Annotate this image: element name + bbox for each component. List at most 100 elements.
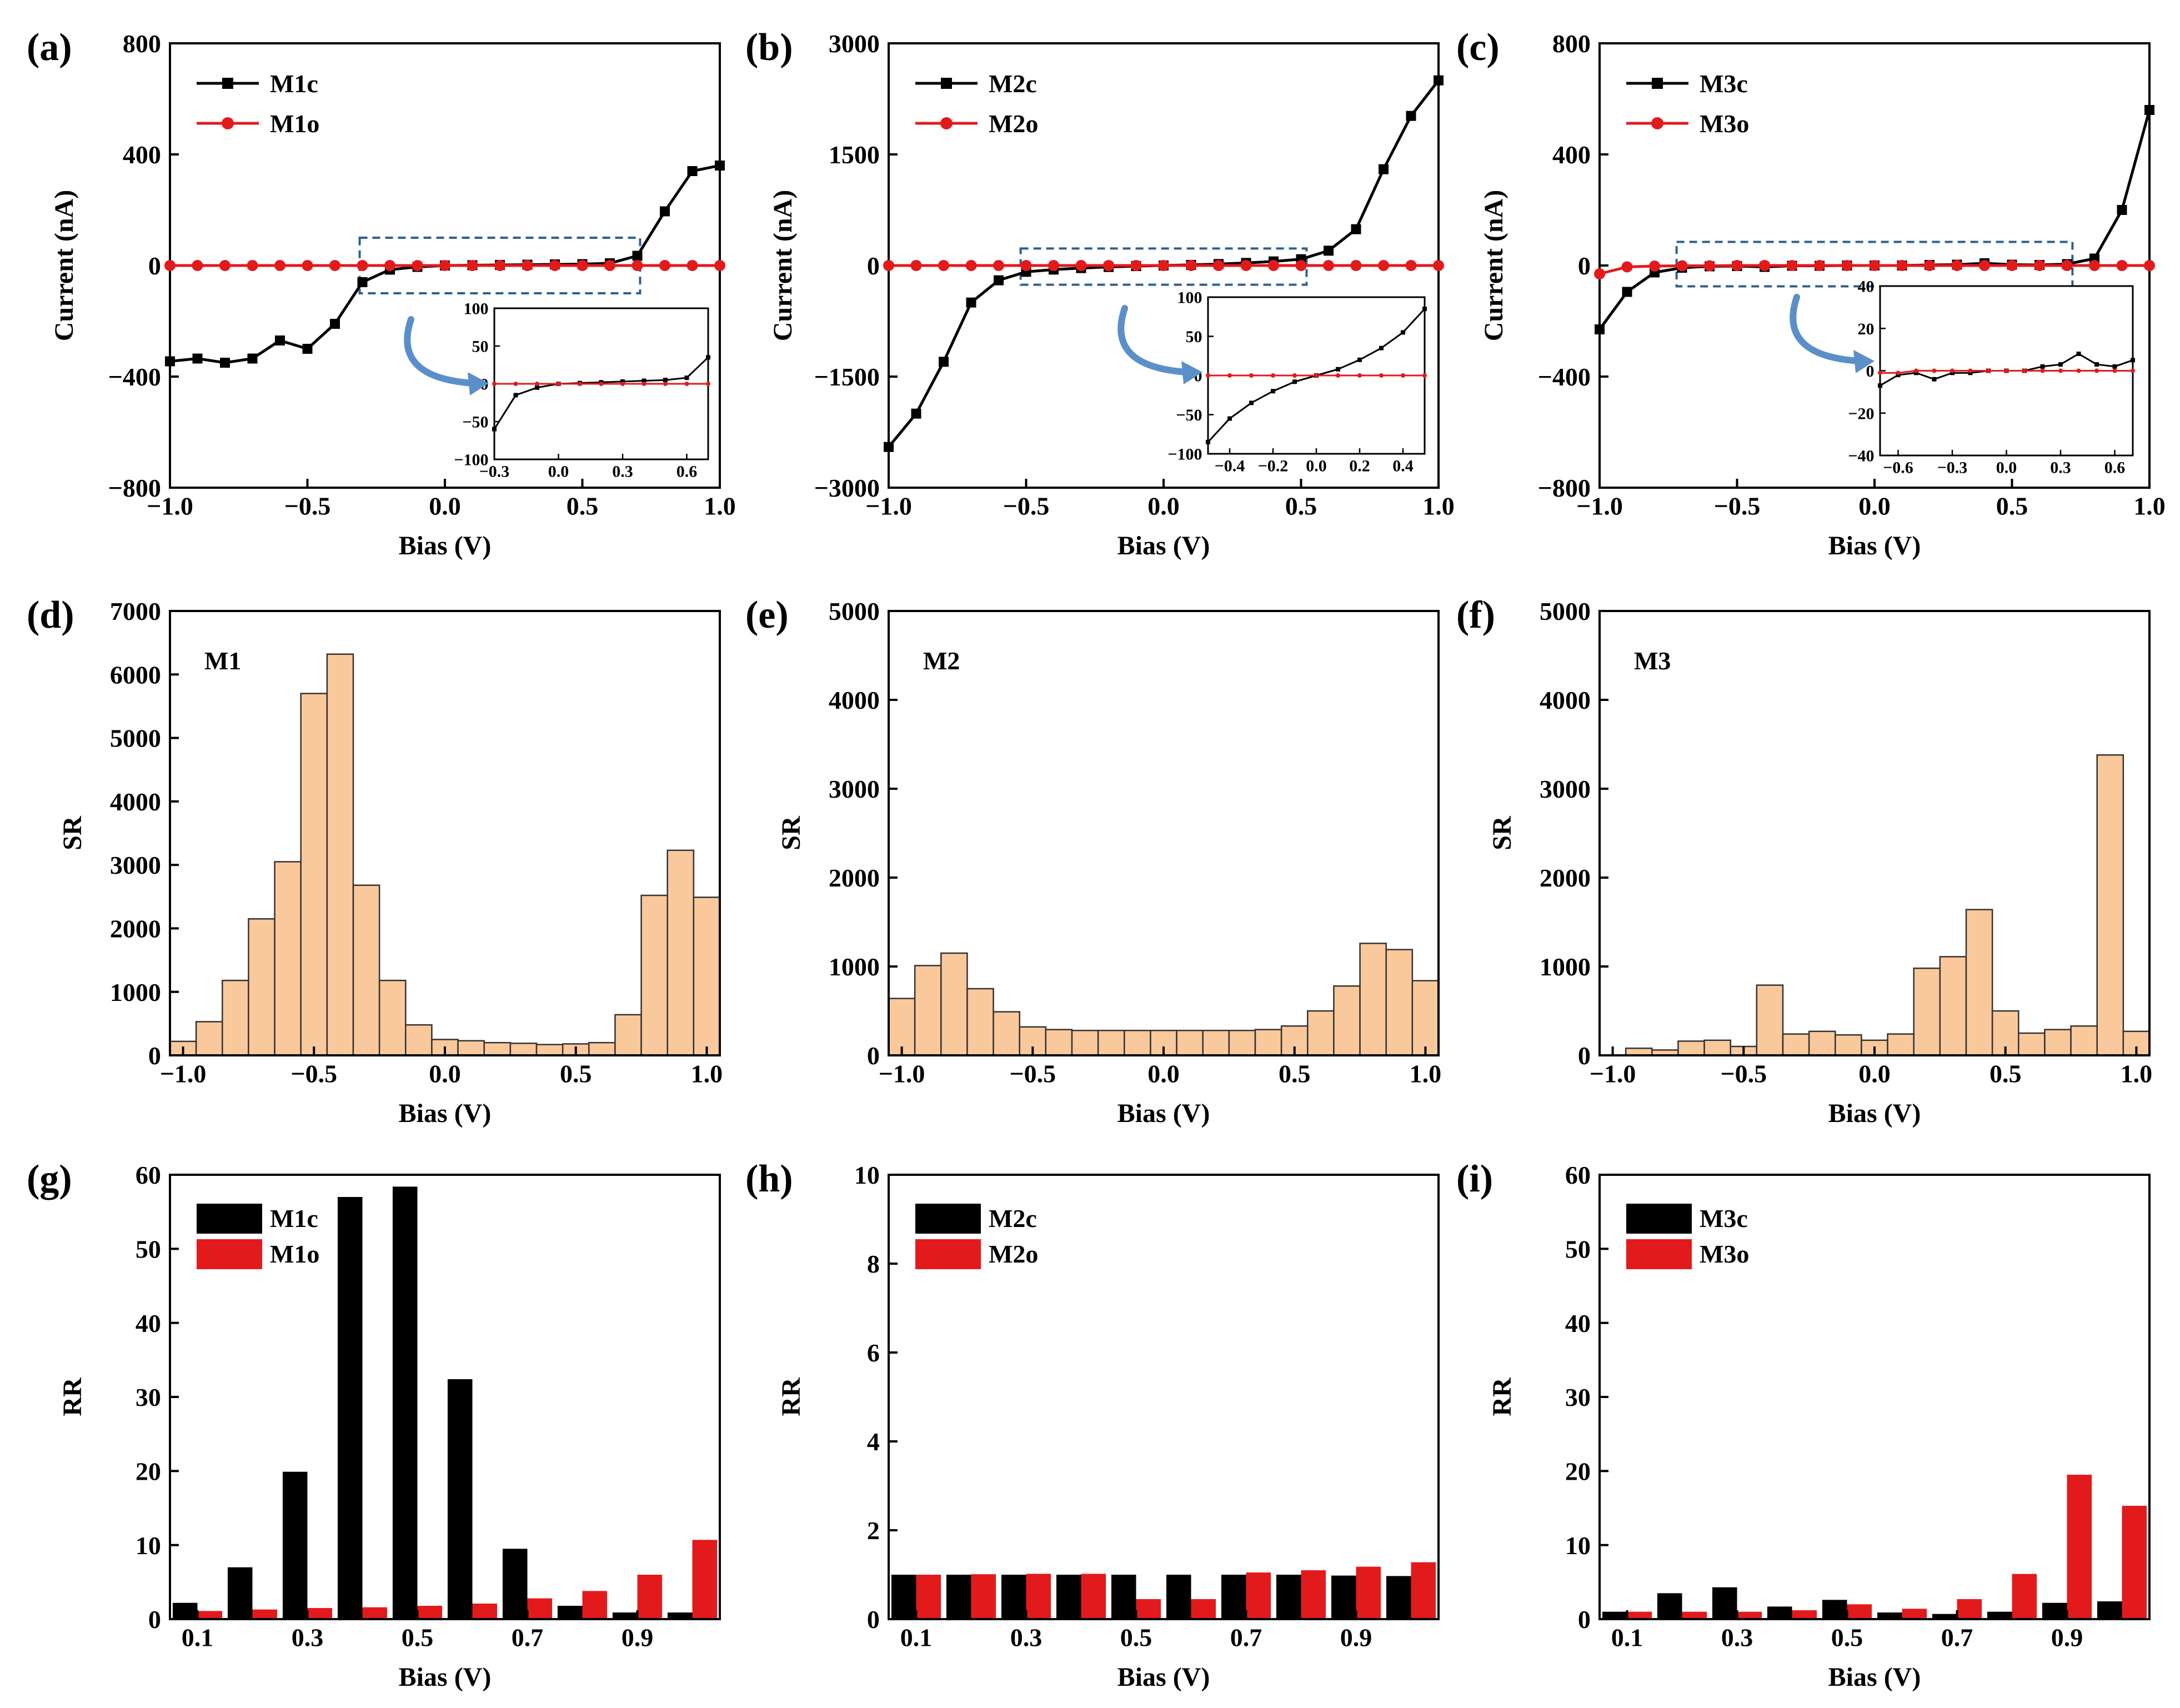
y-tick-label: 50 (136, 1235, 161, 1263)
data-point-M2o (883, 260, 894, 271)
inset-data-point (1336, 367, 1340, 372)
y-tick-label: 5000 (1540, 597, 1591, 625)
x-tick-label: 1.0 (2133, 492, 2166, 520)
x-tick-label: −1.0 (160, 1059, 207, 1088)
x-tick-label: 0.3 (1721, 1623, 1753, 1651)
panel-i: 0.1 0.3 0.5 0.7 0.9 0 10 20 30 40 50 60 M3c M3o Bias (… (1456, 1158, 2151, 1692)
data-point-M3o (1621, 261, 1633, 273)
inset-data-point (2131, 358, 2135, 363)
x-tick-label: −0.5 (284, 492, 331, 520)
y-axis-title: RR (1487, 1377, 1517, 1416)
panel-b: −1.0 −0.5 0.0 0.5 1.0 −3000 −1500 0 1500 3000 M2c M… (745, 26, 1455, 560)
y-tick-label: 1000 (829, 953, 880, 981)
inset-data-point (1379, 373, 1384, 378)
bar (588, 1041, 616, 1056)
data-point-M2o (1378, 260, 1389, 271)
y-tick-label: 30 (1565, 1383, 1591, 1411)
inset-data-point (599, 382, 604, 386)
data-point-M3o (2006, 260, 2018, 271)
legend-label-M2c: M2c (989, 1204, 1037, 1233)
data-point-M3o (1924, 260, 1935, 271)
inset-data-point (663, 382, 668, 386)
inset-data-point (1932, 377, 1937, 382)
data-point-M3o (2061, 260, 2073, 271)
molecule-annotation: M3 (1634, 647, 1671, 675)
y-tick-label: 20 (1858, 320, 1875, 338)
bar-M3o (1847, 1604, 1872, 1619)
bar-M1c (282, 1471, 308, 1619)
y-tick-label: 0 (1578, 1041, 1591, 1070)
inset-data-point (1422, 307, 1427, 312)
legend-label-M2o: M2o (989, 109, 1038, 138)
bar (222, 979, 249, 1056)
inset-data-point (1968, 368, 1973, 373)
inset-data-point (684, 375, 689, 380)
bar-M2c (1276, 1575, 1301, 1619)
inset-data-point (1878, 383, 1882, 388)
bar (693, 896, 721, 1056)
y-tick-label: 3000 (829, 29, 880, 58)
x-tick-label: 0.0 (548, 463, 569, 481)
inset-data-point (513, 393, 518, 398)
y-tick-label: −400 (108, 363, 161, 391)
data-point-M3o (1979, 260, 1990, 271)
y-tick-label: −50 (1176, 406, 1202, 424)
x-tick-label: 0.4 (1392, 457, 1414, 475)
data-point-M2c (994, 275, 1004, 285)
panel-label: (h) (745, 1158, 793, 1200)
y-axis-title: SR (776, 815, 806, 850)
y-tick-label: 7000 (110, 597, 161, 625)
x-axis-title: Bias (V) (1828, 531, 1921, 560)
legend-marker-M1o (222, 117, 234, 129)
data-point-M3c (1622, 287, 1632, 297)
x-tick-label: 0.0 (1147, 1059, 1180, 1088)
data-point-M2o (1405, 260, 1417, 271)
inset-data-point (1357, 357, 1362, 362)
data-point-M3o (1731, 260, 1743, 271)
data-point-M1c (357, 277, 368, 287)
x-tick-label: 0.6 (676, 463, 698, 481)
x-tick-label: 0.9 (2051, 1623, 2083, 1651)
bar (1965, 909, 1993, 1056)
inset-data-point (1292, 373, 1297, 378)
legend-label-M1o: M1o (270, 109, 319, 138)
x-tick-label: 0.5 (567, 492, 599, 520)
y-tick-label: −800 (108, 474, 161, 502)
bar (1124, 1029, 1151, 1056)
data-point-M3o (2116, 260, 2128, 271)
bar-M2c (1331, 1575, 1356, 1619)
bar-M2c (1221, 1575, 1246, 1619)
x-axis-title: Bias (V) (1117, 1099, 1210, 1128)
bar-M1o (637, 1575, 663, 1619)
inset-data-point (513, 382, 518, 386)
y-tick-label: 40 (136, 1309, 161, 1338)
y-tick-label: 100 (464, 300, 489, 318)
y-tick-label: −40 (1848, 447, 1874, 465)
y-tick-label: −1500 (814, 363, 880, 391)
bar-M2o (1136, 1599, 1161, 1619)
data-point-M3c (2144, 105, 2154, 115)
y-tick-label: 20 (1565, 1457, 1591, 1485)
panel-label: (c) (1456, 26, 1500, 69)
inset-data-point (2040, 364, 2045, 369)
data-point-M1o (247, 260, 258, 271)
inset-data-point (1271, 389, 1275, 394)
bar-M1o (472, 1604, 498, 1619)
x-tick-label: 0.3 (1010, 1623, 1043, 1651)
x-tick-label: 0.9 (622, 1623, 654, 1651)
x-tick-label: −1.0 (147, 492, 193, 520)
data-point-M1c (247, 353, 258, 364)
inset-data-point (2112, 364, 2117, 369)
inset-data-point (1401, 373, 1405, 378)
bar (195, 1021, 223, 1056)
data-point-M3c (1595, 324, 1605, 334)
bar (2018, 1032, 2046, 1056)
panel-label: (f) (1456, 594, 1495, 637)
x-tick-label: 1.0 (2121, 1059, 2153, 1088)
x-tick-label: 0.5 (1996, 492, 2028, 520)
bar (1254, 1029, 1282, 1056)
bar (1808, 1030, 1836, 1056)
data-point-M3o (2089, 260, 2100, 271)
y-tick-label: −100 (1167, 445, 1202, 464)
molecule-annotation: M1 (204, 647, 241, 675)
